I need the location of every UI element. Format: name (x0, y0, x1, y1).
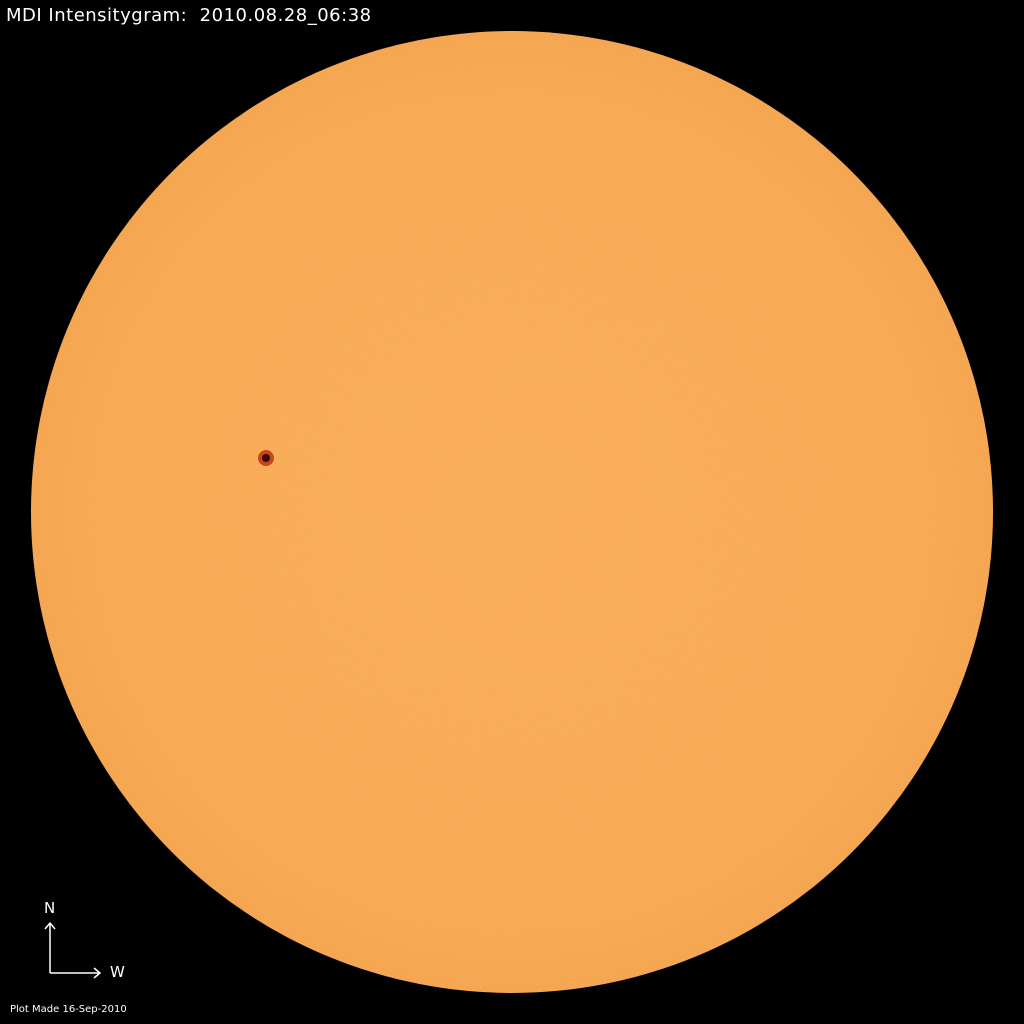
north-label: N (44, 899, 56, 917)
image-title: MDI Intensitygram: 2010.08.28_06:38 (6, 5, 372, 26)
sunspot-umbra (262, 454, 270, 462)
granulation-texture (31, 31, 993, 993)
plot-made-footer: Plot Made 16-Sep-2010 (10, 1004, 127, 1015)
west-label: W (110, 963, 125, 981)
